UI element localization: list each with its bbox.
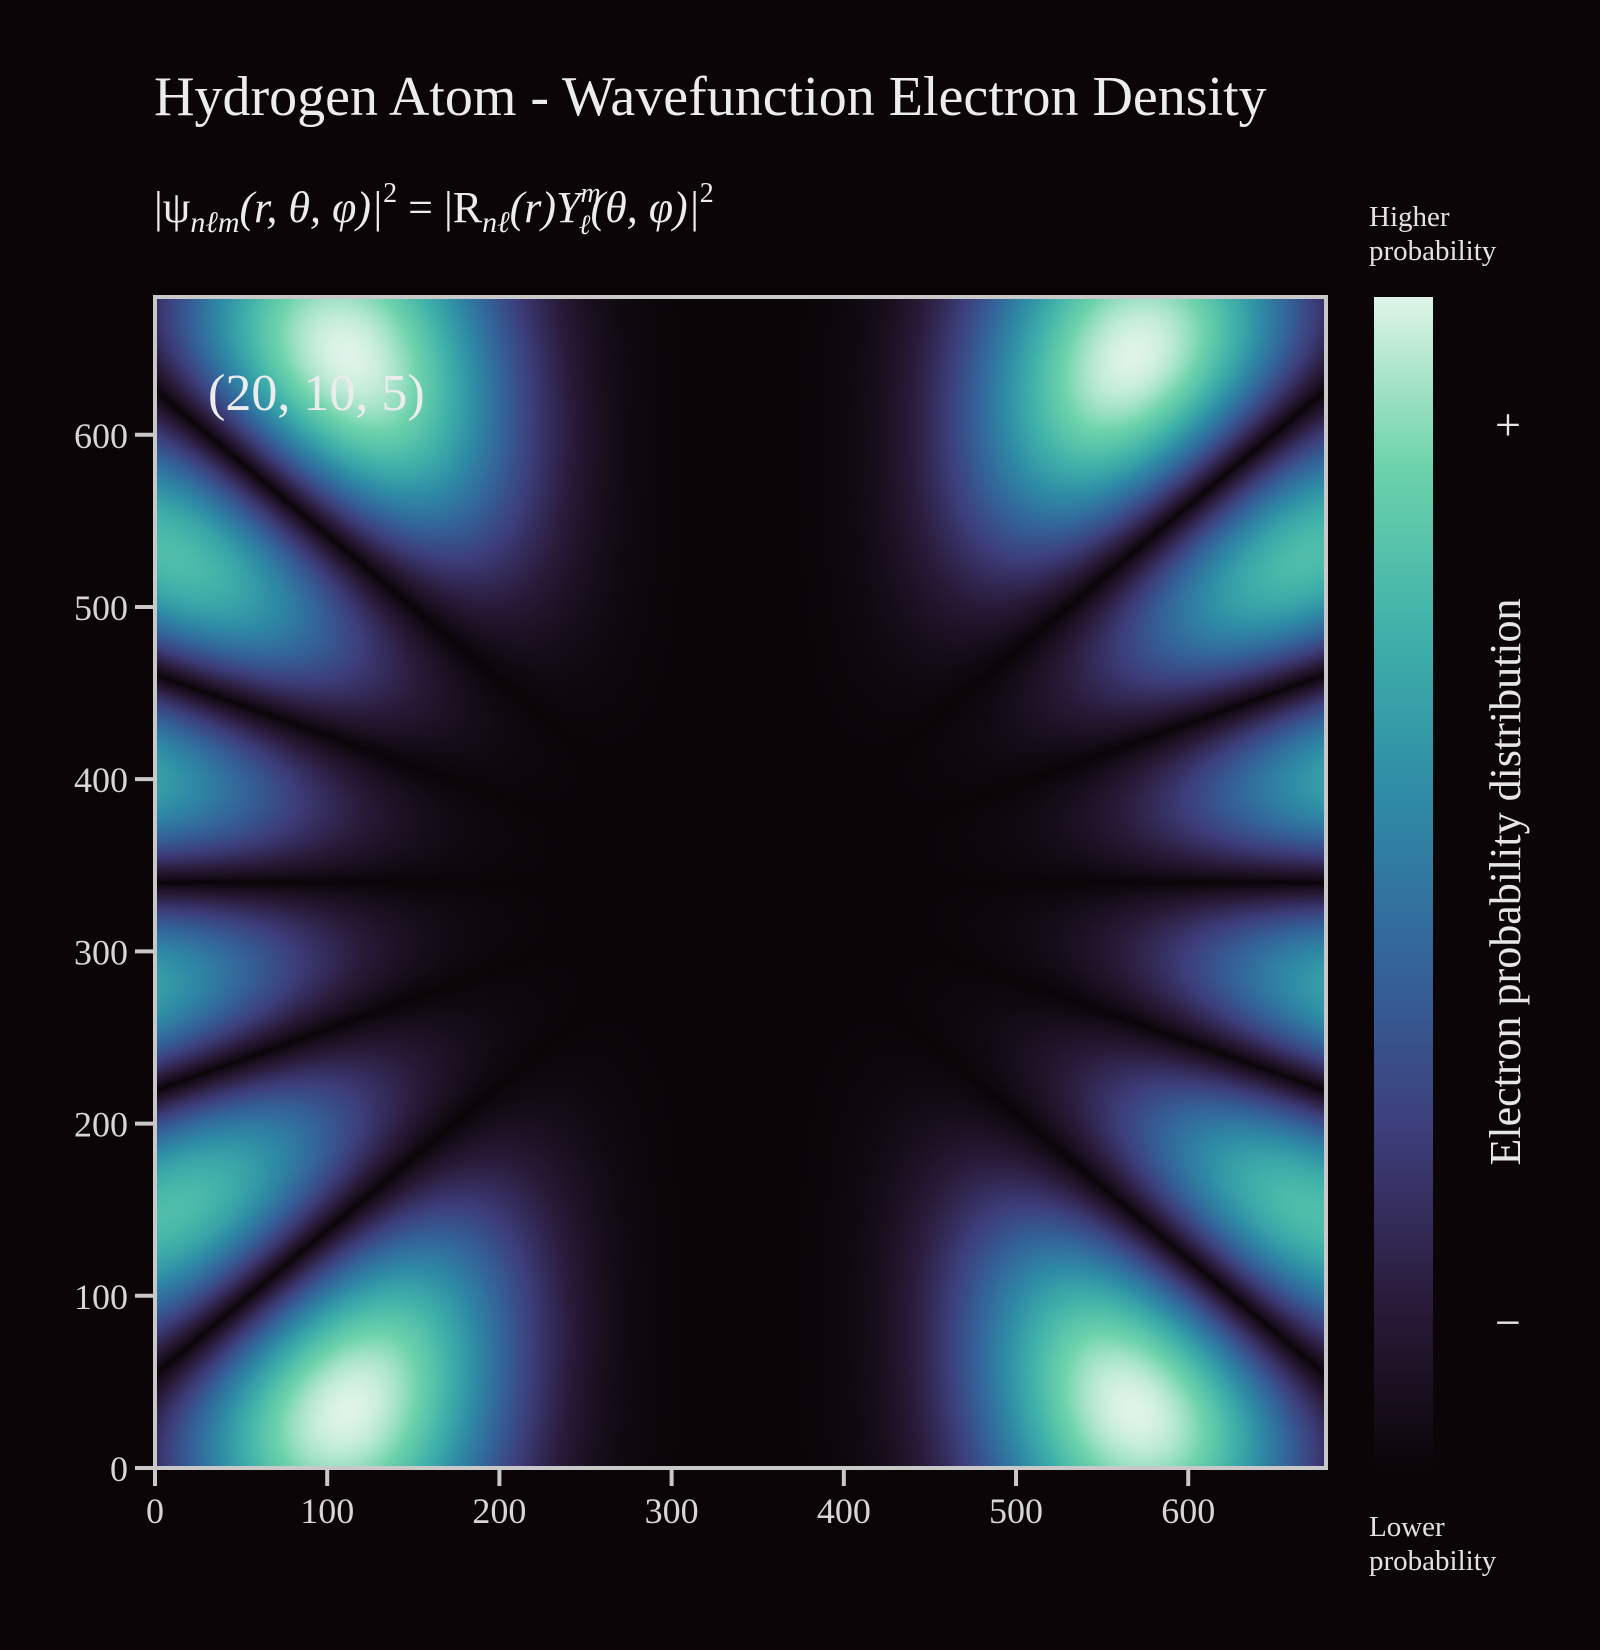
x-tick-label: 400 <box>817 1491 871 1531</box>
x-tick-label: 200 <box>472 1491 526 1531</box>
x-axis: 0 100 200 300 400 500 600 <box>146 1468 1215 1531</box>
x-tick-label: 0 <box>146 1491 164 1531</box>
colorbar: Higher probability Lower probability + −… <box>1369 201 1530 1577</box>
colorbar-bottom-label-line1: Lower <box>1369 1511 1445 1543</box>
y-tick-label: 100 <box>74 1277 128 1317</box>
y-tick-label: 500 <box>74 588 128 628</box>
colorbar-gradient <box>1374 297 1433 1468</box>
state-label: (20, 10, 5) <box>208 365 425 422</box>
y-axis: 0 100 200 300 400 500 600 <box>74 416 155 1489</box>
heatmap-plot-area: (20, 10, 5) <box>153 295 1328 1470</box>
colorbar-plus-sign: + <box>1495 399 1521 450</box>
y-tick-label: 600 <box>74 416 128 456</box>
x-tick-label: 600 <box>1161 1491 1215 1531</box>
x-tick-label: 100 <box>300 1491 354 1531</box>
y-tick-label: 0 <box>110 1449 128 1489</box>
y-tick-label: 300 <box>74 932 128 972</box>
density-heatmap <box>155 297 1326 1468</box>
y-tick-label: 400 <box>74 760 128 800</box>
plot-frame <box>153 295 1328 1470</box>
y-tick-label: 200 <box>74 1105 128 1145</box>
x-tick-label: 300 <box>645 1491 699 1531</box>
x-tick-label: 500 <box>989 1491 1043 1531</box>
wavefunction-formula: |ψnℓm(r, θ, φ)|2 = |Rnℓ(r)Ym ℓ(θ, φ)|2 <box>154 178 714 241</box>
colorbar-bottom-label-line2: probability <box>1369 1545 1497 1577</box>
colorbar-top-label-line1: Higher <box>1369 201 1450 233</box>
colorbar-minus-sign: − <box>1495 1297 1521 1348</box>
colorbar-top-label-line2: probability <box>1369 235 1497 267</box>
chart-title: Hydrogen Atom - Wavefunction Electron De… <box>154 66 1267 128</box>
colorbar-label: Electron probability distribution <box>1481 598 1530 1165</box>
